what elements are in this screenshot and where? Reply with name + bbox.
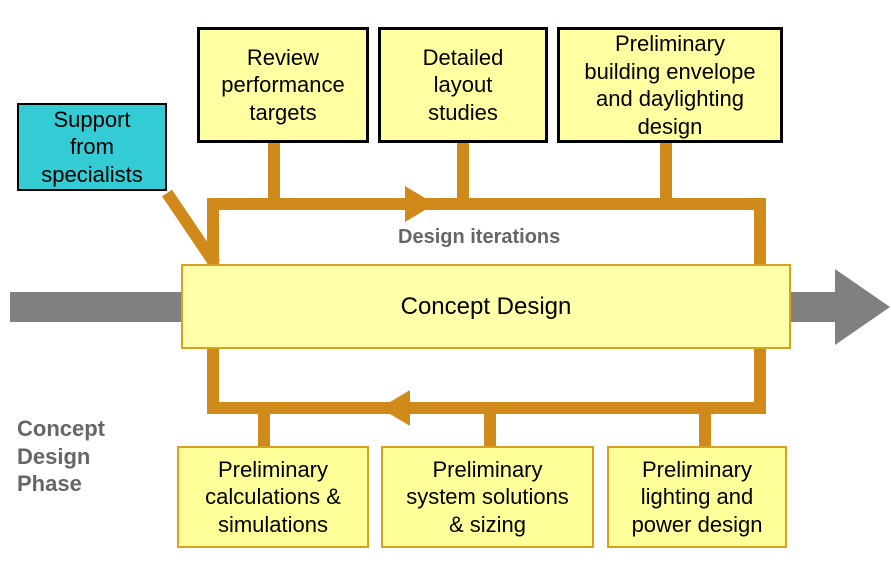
layout-text: Detailed layout studies xyxy=(423,44,504,127)
calcs-text: Preliminary calculations & simulations xyxy=(205,456,341,539)
review-text: Review performance targets xyxy=(221,44,345,127)
layout-box: Detailed layout studies xyxy=(378,27,548,143)
lighting-text: Preliminary lighting and power design xyxy=(632,456,763,539)
iterations-label: Design iterations xyxy=(398,225,560,250)
envelope-text: Preliminary building envelope and daylig… xyxy=(584,30,755,140)
calcs-box: Preliminary calculations & simulations xyxy=(177,446,369,548)
phase-label: Concept Design Phase xyxy=(17,415,105,498)
sizing-box: Preliminary system solutions & sizing xyxy=(381,446,594,548)
concept-box: Concept Design xyxy=(181,264,791,349)
support-box: Support from specialists xyxy=(17,103,167,191)
lighting-box: Preliminary lighting and power design xyxy=(607,446,787,548)
support-text: Support from specialists xyxy=(41,106,142,189)
concept-text: Concept Design xyxy=(401,292,572,322)
sizing-text: Preliminary system solutions & sizing xyxy=(406,456,569,539)
review-box: Review performance targets xyxy=(197,27,369,143)
envelope-box: Preliminary building envelope and daylig… xyxy=(557,27,783,143)
